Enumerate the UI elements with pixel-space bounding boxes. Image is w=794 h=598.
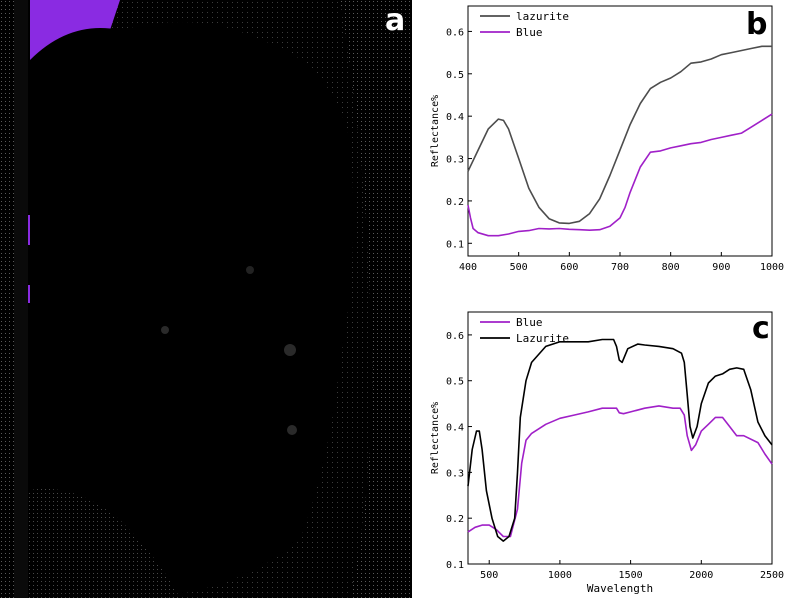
y-tick-label: 0.6	[446, 27, 464, 38]
x-tick-label: 400	[459, 262, 477, 273]
x-tick-label: 600	[560, 262, 578, 273]
y-axis-label: Reflectance%	[430, 402, 441, 474]
false-color-image-artwork	[0, 0, 412, 598]
x-tick-label: 800	[662, 262, 680, 273]
y-tick-label: 0.3	[446, 468, 464, 479]
y-tick-label: 0.1	[446, 560, 464, 571]
legend-label: Lazurite	[516, 332, 569, 345]
chart-c: 500 1000 1500 2000 2500 0.1 0.2 0.3 0.4 0.5 0.6 Ref…	[430, 311, 784, 595]
y-tick-label: 0.2	[446, 197, 464, 208]
y-tick-label: 0.4	[446, 112, 464, 123]
y-tick-label: 0.4	[446, 423, 464, 434]
x-tick-label: 2000	[689, 570, 713, 581]
x-tick-label: 1000	[548, 570, 572, 581]
x-tick-label: 900	[712, 262, 730, 273]
x-tick-label: 700	[611, 262, 629, 273]
series-line-lazurite	[467, 338, 773, 542]
x-tick-label: 2500	[760, 570, 784, 581]
y-tick-label: 0.5	[446, 70, 464, 81]
false-color-image	[0, 0, 412, 598]
x-axis-label: Wavelength	[587, 582, 653, 595]
panel-label-c: c	[752, 311, 770, 346]
y-tick-label: 0.2	[446, 514, 464, 525]
series-line-blue	[467, 405, 773, 538]
x-tick-label: 500	[510, 262, 528, 273]
series-line-blue	[467, 113, 773, 237]
y-axis-label: Reflectance%	[430, 95, 441, 167]
legend-label: Blue	[516, 26, 543, 39]
legend-label: Blue	[516, 316, 543, 329]
y-tick-label: 0.6	[446, 331, 464, 342]
x-tick-label: 1500	[619, 570, 643, 581]
y-tick-label: 0.5	[446, 377, 464, 388]
y-tick-label: 0.1	[446, 239, 464, 250]
x-tick-label: 1000	[760, 262, 784, 273]
panel-label-a: a	[385, 3, 406, 38]
legend-label: lazurite	[516, 10, 569, 23]
chart-b: 400 500 600 700 800 900 1000 0.1 0.2 0.3 0.4 0.5 0.6…	[430, 5, 784, 273]
panel-label-b: b	[746, 7, 768, 42]
x-tick-label: 500	[480, 570, 498, 581]
series-line-lazurite	[467, 45, 772, 225]
y-tick-label: 0.3	[446, 155, 464, 166]
plot-frame	[467, 311, 773, 565]
